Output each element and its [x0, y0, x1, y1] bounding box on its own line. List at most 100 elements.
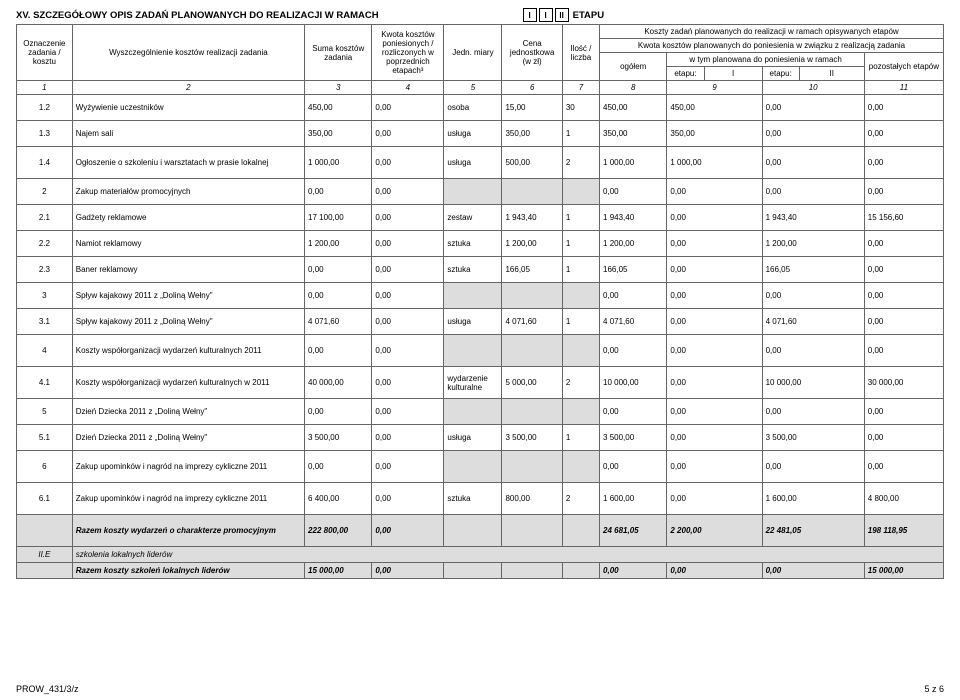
table-row: 2Zakup materiałów promocyjnych0,000,000,… [17, 179, 944, 205]
footer-right: 5 z 6 [924, 684, 944, 694]
cell-il: 1 [562, 309, 599, 335]
cell-e1: 1 000,00 [667, 147, 762, 179]
cell-kw: 0,00 [372, 335, 444, 367]
etap-boxes: I I II [523, 8, 569, 22]
cell-suma: 0,00 [305, 451, 372, 483]
cell-e2: 0,00 [762, 283, 864, 309]
table-header: Oznaczenie zadania / kosztu Wyszczególni… [17, 25, 944, 95]
cell-e1: 0,00 [667, 399, 762, 425]
cell-suma: 1 200,00 [305, 231, 372, 257]
table-row: 2.1Gadżety reklamowe17 100,000,00zestaw1… [17, 205, 944, 231]
cell-il: 1 [562, 205, 599, 231]
sec-label: szkolenia lokalnych liderów [72, 547, 943, 563]
cell-og: 0,00 [600, 283, 667, 309]
cell-poz: 0,00 [864, 147, 943, 179]
cell-e2: 1 600,00 [762, 483, 864, 515]
cell-id: 2.2 [17, 231, 73, 257]
cell-desc: Koszty współorganizacji wydarzeń kultura… [72, 367, 304, 399]
th-wtym: w tym planowana do poniesienia w ramach [667, 53, 864, 67]
cell-kw: 0,00 [372, 399, 444, 425]
cell-e1: 350,00 [667, 121, 762, 147]
th-jedn: Jedn. miary [444, 25, 502, 81]
hn-1: 1 [17, 81, 73, 95]
cell-desc: Gadżety reklamowe [72, 205, 304, 231]
sum2-b3 [562, 563, 599, 579]
cell-kw: 0,00 [372, 451, 444, 483]
table-row: 4.1Koszty współorganizacji wydarzeń kult… [17, 367, 944, 399]
cell-e2: 0,00 [762, 335, 864, 367]
cell-kw: 0,00 [372, 121, 444, 147]
sum-suma: 222 800,00 [305, 515, 372, 547]
cell-e1: 0,00 [667, 309, 762, 335]
sum-poz: 198 118,95 [864, 515, 943, 547]
cell-poz: 0,00 [864, 451, 943, 483]
header-num-row: 1 2 3 4 5 6 7 8 9 10 11 [17, 81, 944, 95]
table-body: 1.2Wyżywienie uczestników450,000,00osoba… [17, 95, 944, 579]
cell-e1: 450,00 [667, 95, 762, 121]
cell-poz: 30 000,00 [864, 367, 943, 399]
cell-kw: 0,00 [372, 205, 444, 231]
cell-og: 166,05 [600, 257, 667, 283]
th-I: I [704, 67, 762, 81]
cell-e2: 0,00 [762, 95, 864, 121]
sum-b1 [444, 515, 502, 547]
table-row: 6Zakup upominków i nagród na imprezy cyk… [17, 451, 944, 483]
cell-cena: 166,05 [502, 257, 562, 283]
cell-cena [502, 283, 562, 309]
cell-og: 0,00 [600, 335, 667, 367]
cell-jedn: usługa [444, 425, 502, 451]
cell-og: 10 000,00 [600, 367, 667, 399]
hn-9: 9 [667, 81, 762, 95]
cell-desc: Zakup materiałów promocyjnych [72, 179, 304, 205]
cell-og: 1 200,00 [600, 231, 667, 257]
sum-b3 [562, 515, 599, 547]
cell-cena: 350,00 [502, 121, 562, 147]
cell-desc: Najem sali [72, 121, 304, 147]
hn-10: 10 [762, 81, 864, 95]
page-header: XV. SZCZEGÓŁOWY OPIS ZADAŃ PLANOWANYCH D… [16, 8, 944, 22]
cell-e2: 0,00 [762, 451, 864, 483]
th-ozn: Oznaczenie zadania / kosztu [17, 25, 73, 81]
cell-e2: 0,00 [762, 179, 864, 205]
cell-il [562, 179, 599, 205]
cell-cena [502, 399, 562, 425]
etap-box-2: I [539, 8, 553, 22]
cell-suma: 0,00 [305, 335, 372, 367]
cell-jedn: wydarzenie kulturalne [444, 367, 502, 399]
cell-desc: Baner reklamowy [72, 257, 304, 283]
sum-b2 [502, 515, 562, 547]
cell-jedn [444, 179, 502, 205]
cell-og: 0,00 [600, 451, 667, 483]
cell-desc: Zakup upominków i nagród na imprezy cykl… [72, 451, 304, 483]
cell-jedn: usługa [444, 121, 502, 147]
cell-cena [502, 179, 562, 205]
cell-jedn: sztuka [444, 231, 502, 257]
th-kwota2: Kwota kosztów planowanych do poniesienia… [600, 39, 944, 53]
cell-id: 5 [17, 399, 73, 425]
table-row: 2.2Namiot reklamowy1 200,000,00sztuka1 2… [17, 231, 944, 257]
cell-kw: 0,00 [372, 179, 444, 205]
cell-id: 3.1 [17, 309, 73, 335]
cell-cena: 15,00 [502, 95, 562, 121]
cell-id: 2.3 [17, 257, 73, 283]
sum2-suma: 15 000,00 [305, 563, 372, 579]
cell-e2: 0,00 [762, 399, 864, 425]
summary-row-1: Razem koszty wydarzeń o charakterze prom… [17, 515, 944, 547]
cell-id: 1.2 [17, 95, 73, 121]
hn-11: 11 [864, 81, 943, 95]
cell-desc: Zakup upominków i nagród na imprezy cykl… [72, 483, 304, 515]
cell-kw: 0,00 [372, 367, 444, 399]
cell-e1: 0,00 [667, 283, 762, 309]
hn-7: 7 [562, 81, 599, 95]
cell-poz: 0,00 [864, 231, 943, 257]
cell-suma: 6 400,00 [305, 483, 372, 515]
cell-id: 2 [17, 179, 73, 205]
th-ilosc: Ilość / liczba [562, 25, 599, 81]
cell-jedn [444, 335, 502, 367]
th-wysz: Wyszczególnienie kosztów realizacji zada… [72, 25, 304, 81]
th-kwota: Kwota kosztów poniesionych / rozliczonyc… [372, 25, 444, 81]
cell-suma: 0,00 [305, 257, 372, 283]
cell-id: 1.3 [17, 121, 73, 147]
th-etapu-1: etapu: [667, 67, 704, 81]
cell-desc: Namiot reklamowy [72, 231, 304, 257]
